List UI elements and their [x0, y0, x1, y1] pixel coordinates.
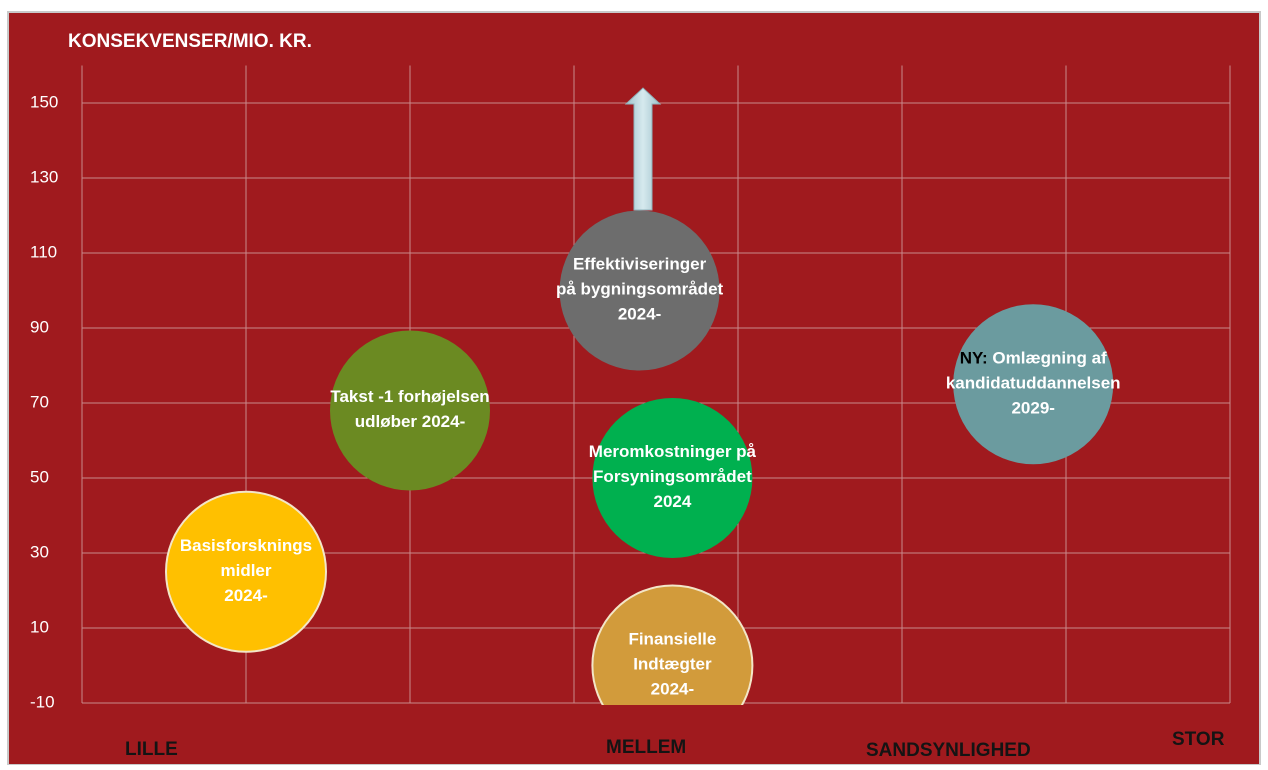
chart-title: KONSEKVENSER/MIO. KR.	[68, 31, 312, 52]
bubble-label: Forsyningsområdet	[593, 467, 752, 486]
bubble-label: på bygningsområdet	[556, 280, 724, 299]
bubble-label: Basisforsknings	[180, 536, 312, 555]
y-tick-label: 90	[30, 317, 49, 336]
bubble	[592, 398, 753, 558]
bubble-label-text: Forsyningsområdet	[593, 467, 752, 486]
bubble-label-prefix: NY:	[960, 349, 988, 368]
bubble-label: udløber 2024-	[355, 412, 466, 431]
bubble-label-text: Indtægter	[633, 655, 712, 674]
bubble-label-text: midler	[220, 561, 271, 580]
bubble-label-text: 2024-	[224, 586, 267, 605]
bubble-label: 2024	[653, 492, 691, 511]
bubble-label: Takst -1 forhøjelsen	[330, 387, 489, 406]
bubble-label: Finansielle	[628, 630, 716, 649]
bubble-label-text: Finansielle	[628, 630, 716, 649]
y-tick-label: 50	[30, 467, 49, 486]
bubble-label-text: Basisforsknings	[180, 536, 312, 555]
bubble-label-text: 2029-	[1011, 399, 1054, 418]
bubble-label: Effektiviseringer	[573, 255, 707, 274]
y-tick-label: 150	[30, 92, 58, 111]
bubble	[330, 330, 490, 491]
bubble-label: 2029-	[1011, 399, 1054, 418]
bubble-label: NY: Omlægning af	[960, 349, 1107, 368]
y-tick-label: 110	[30, 242, 57, 261]
bubble	[591, 584, 754, 705]
x-axis-label: SANDSYNLIGHED	[866, 740, 1031, 761]
up-arrow	[624, 87, 662, 211]
bubble-label: Indtægter	[633, 655, 712, 674]
y-tick-label: 10	[30, 617, 49, 636]
bubble	[953, 304, 1114, 465]
bubble-label-text: 2024-	[651, 680, 694, 699]
bubble-label: 2024-	[618, 305, 661, 324]
bubble-label: 2024-	[224, 586, 267, 605]
bubble-label: Meromkostninger på	[589, 442, 757, 461]
bubble-label: midler	[220, 561, 271, 580]
bubble-label-text: på bygningsområdet	[556, 280, 724, 299]
x-axis-label: MELLEM	[606, 737, 686, 758]
bubble	[559, 210, 720, 371]
x-axis-label: LILLE	[125, 739, 178, 760]
bubble	[165, 490, 327, 653]
bubble-label-text: Omlægning af	[988, 349, 1107, 368]
bubble-label-text: udløber 2024-	[355, 412, 466, 431]
bubble-label-text: 2024-	[618, 305, 661, 324]
bubble-label: kandidatuddannelsen	[946, 374, 1121, 393]
bubble-label-text: Effektiviseringer	[573, 255, 707, 274]
bubble-label-text: 2024	[653, 492, 691, 511]
y-tick-label: -10	[30, 692, 55, 711]
y-tick-label: 130	[30, 167, 58, 186]
y-tick-label: 70	[30, 392, 49, 411]
bubble-label-text: Meromkostninger på	[589, 442, 757, 461]
x-axis-label: STOR	[1172, 729, 1225, 750]
bubble-label: 2024-	[651, 680, 694, 699]
bubble-label-text: kandidatuddannelsen	[946, 374, 1121, 393]
bubble-label-text: Takst -1 forhøjelsen	[330, 387, 489, 406]
y-tick-label: 30	[30, 542, 49, 561]
